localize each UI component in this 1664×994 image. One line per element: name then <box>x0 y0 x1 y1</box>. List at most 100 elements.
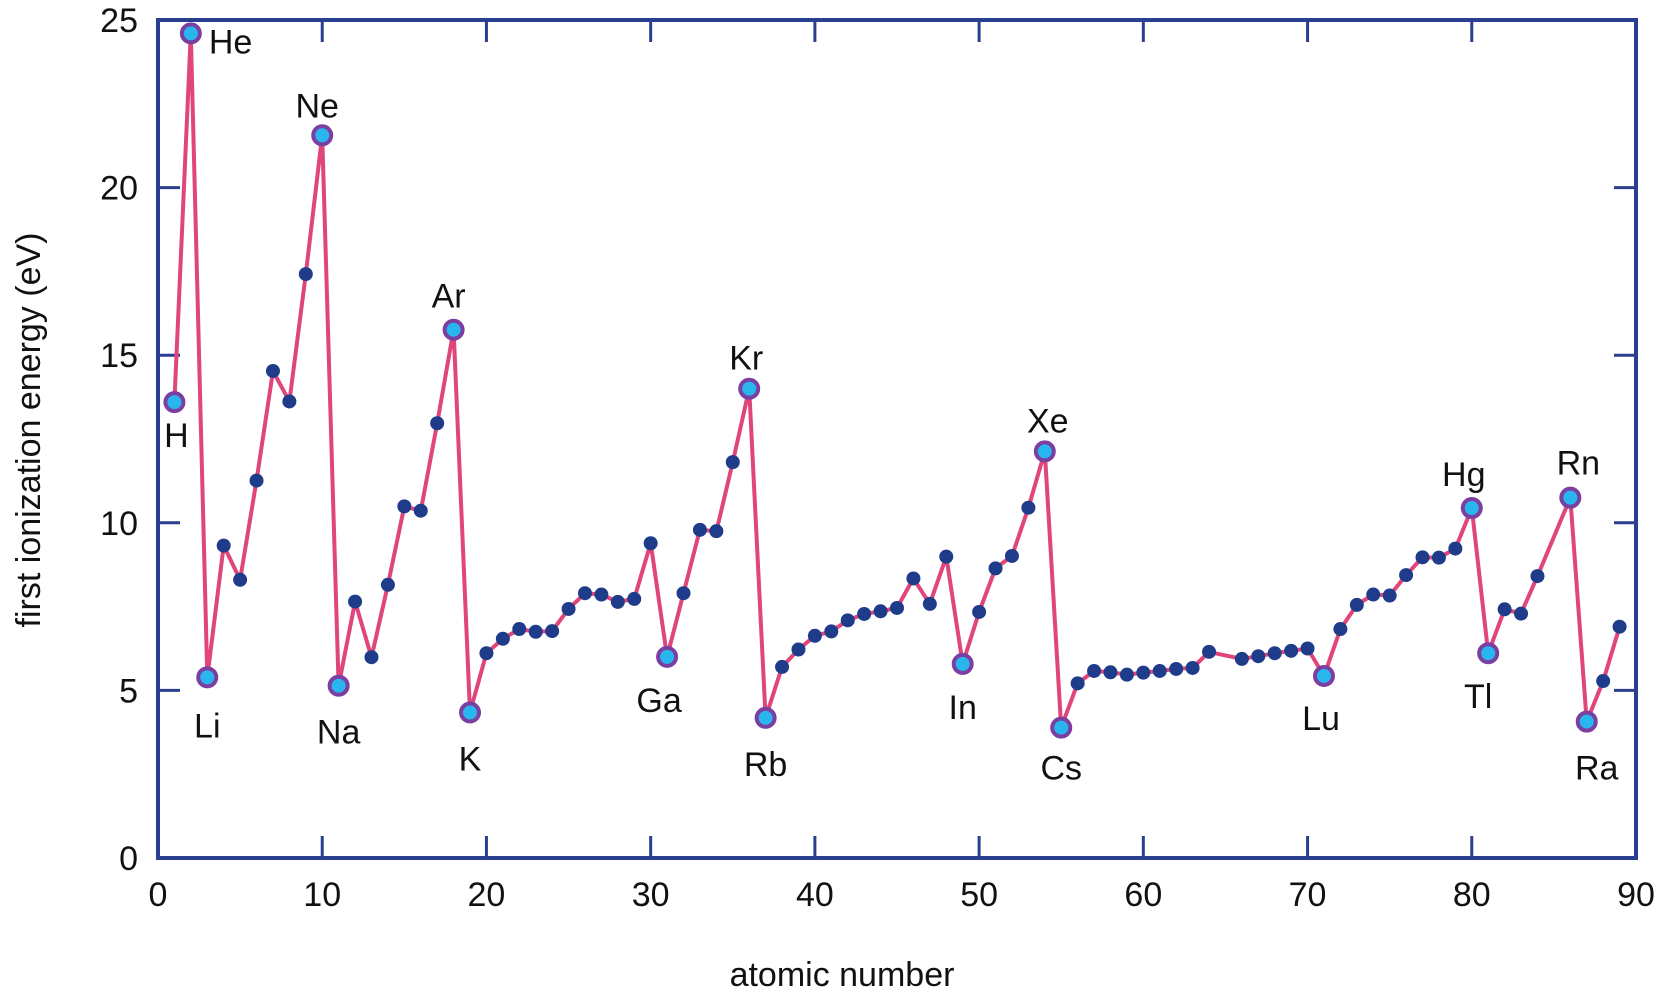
data-point <box>988 561 1003 576</box>
highlighted-point-ne <box>311 124 334 147</box>
data-point <box>824 624 839 639</box>
data-point <box>1202 644 1217 659</box>
data-point <box>545 624 560 639</box>
data-point <box>1070 676 1085 691</box>
data-point <box>1596 674 1611 689</box>
y-tick-label: 15 <box>100 337 138 375</box>
data-point <box>413 503 428 518</box>
data-point <box>1399 568 1414 583</box>
x-tick-label: 80 <box>1453 876 1491 914</box>
data-point <box>627 591 642 606</box>
data-point <box>873 604 888 619</box>
x-tick-label: 30 <box>632 876 670 914</box>
data-point <box>561 601 576 616</box>
data-point <box>1169 661 1184 676</box>
tick-layer: 0 10 20 30 40 50 60 70 80 90 0 5 10 15 20 25 <box>100 2 1655 914</box>
y-tick-label: 10 <box>100 505 138 543</box>
highlighted-point-tl <box>1477 642 1500 665</box>
data-point <box>249 473 264 488</box>
element-label-ga: Ga <box>636 682 681 720</box>
data-point <box>1497 602 1512 617</box>
y-tick-label: 0 <box>119 840 138 878</box>
x-tick-label: 0 <box>149 876 168 914</box>
data-point <box>1087 663 1102 678</box>
data-point <box>1152 663 1167 678</box>
element-label-kr: Kr <box>729 340 763 378</box>
data-point <box>233 572 248 587</box>
plot-frame-layer <box>156 18 1638 860</box>
element-label-rb: Rb <box>744 746 787 784</box>
data-point <box>430 416 445 431</box>
data-point <box>1300 641 1315 656</box>
series-line-layer <box>172 31 1622 730</box>
data-point <box>1284 643 1299 658</box>
element-label-h: H <box>164 417 189 455</box>
data-point <box>922 596 937 611</box>
data-point <box>1431 550 1446 565</box>
data-point <box>1251 649 1266 664</box>
series-line <box>172 31 1622 730</box>
data-point <box>939 549 954 564</box>
element-label-tl: Tl <box>1464 678 1492 716</box>
data-point <box>1267 646 1282 661</box>
highlighted-point-he <box>179 22 202 45</box>
element-label-ne: Ne <box>295 87 338 125</box>
data-point <box>692 522 707 537</box>
x-tick-label: 70 <box>1289 876 1327 914</box>
data-point <box>479 646 494 661</box>
highlighted-point-ga <box>656 645 679 668</box>
plot-frame <box>156 18 1638 860</box>
data-point <box>512 622 527 637</box>
highlighted-point-cs <box>1050 716 1073 739</box>
data-point <box>1514 606 1529 621</box>
element-label-cs: Cs <box>1040 750 1082 788</box>
element-label-k: K <box>459 741 482 779</box>
x-axis-label: atomic number <box>730 956 955 994</box>
highlighted-point-h <box>163 391 186 414</box>
data-point <box>972 604 987 619</box>
x-tick-label: 10 <box>303 876 341 914</box>
data-point <box>380 577 395 592</box>
y-tick-label: 20 <box>100 170 138 208</box>
data-point <box>265 363 280 378</box>
data-point <box>1415 550 1430 565</box>
highlighted-point-na <box>327 674 350 697</box>
element-label-he: He <box>209 23 252 61</box>
data-point <box>1103 665 1118 680</box>
highlighted-point-lu <box>1312 664 1335 687</box>
data-point <box>807 628 822 643</box>
data-point <box>775 659 790 674</box>
data-point <box>1448 541 1463 556</box>
element-label-ra: Ra <box>1575 750 1619 788</box>
element-label-li: Li <box>194 707 220 745</box>
data-point <box>890 600 904 615</box>
data-point <box>577 586 592 601</box>
element-label-rn: Rn <box>1557 445 1600 483</box>
data-point <box>1612 619 1627 634</box>
data-point <box>791 642 806 657</box>
data-point <box>1382 588 1397 603</box>
x-tick-label: 20 <box>468 876 506 914</box>
element-label-na: Na <box>317 714 361 752</box>
data-point <box>840 613 855 628</box>
data-point <box>282 394 297 409</box>
x-tick-label: 90 <box>1617 876 1655 914</box>
data-point <box>1004 548 1019 563</box>
highlighted-point-xe <box>1033 440 1056 463</box>
data-point <box>594 587 609 602</box>
data-point <box>528 624 543 639</box>
y-tick-label: 25 <box>100 2 138 40</box>
data-point <box>397 499 412 514</box>
highlighted-point-li <box>196 666 219 689</box>
highlighted-point-hg <box>1460 497 1483 520</box>
data-point <box>1366 587 1381 602</box>
data-point <box>610 594 625 609</box>
x-tick-label: 50 <box>960 876 998 914</box>
x-tick-label: 40 <box>796 876 834 914</box>
data-point <box>1021 500 1036 515</box>
data-point <box>709 524 724 539</box>
y-axis-label: first ionization energy (eV) <box>10 233 48 628</box>
data-point <box>1333 622 1348 637</box>
y-tick-label: 5 <box>119 672 138 710</box>
